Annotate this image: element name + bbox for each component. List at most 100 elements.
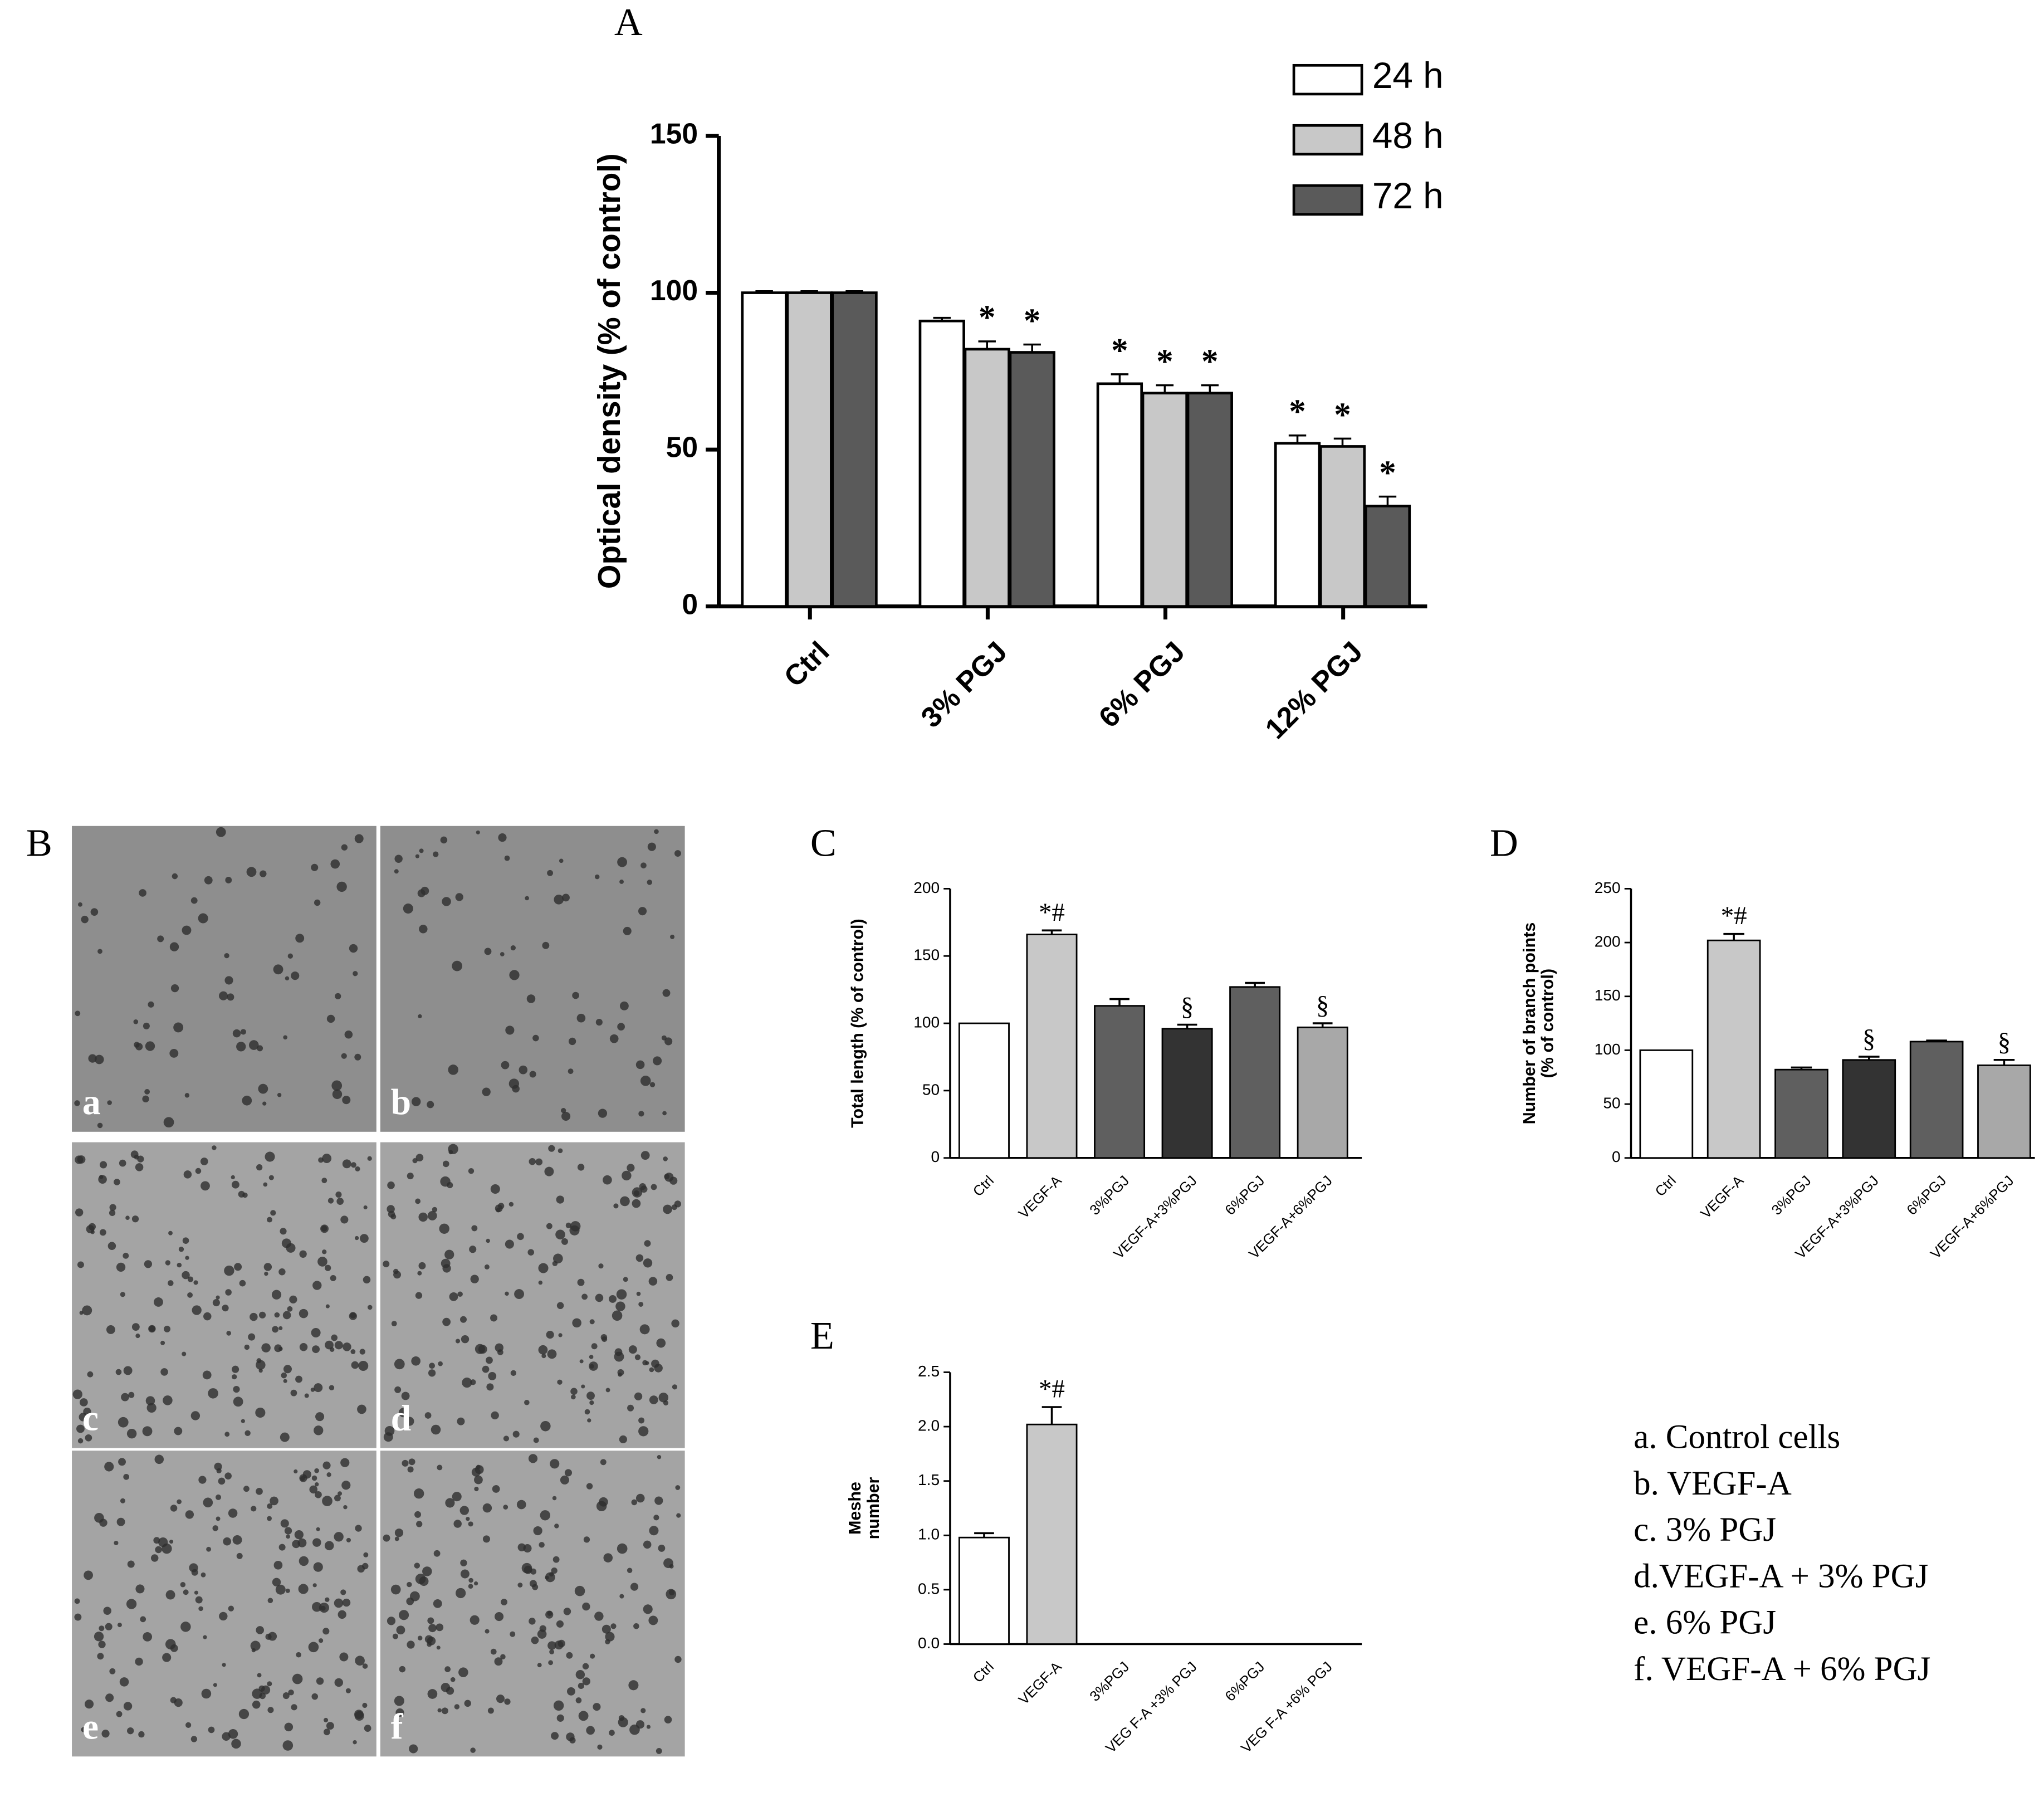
cell [99, 1625, 105, 1632]
cell [640, 1708, 646, 1713]
cell [342, 1598, 351, 1607]
cell [470, 1747, 476, 1753]
cell [414, 1511, 422, 1518]
cell [589, 1400, 594, 1405]
cell [325, 1340, 334, 1350]
cell [248, 1040, 259, 1050]
cell [314, 1468, 319, 1473]
significance-mark: * [1201, 343, 1219, 380]
cell [537, 1663, 542, 1668]
bar [1977, 1064, 2031, 1159]
cell [278, 1544, 286, 1551]
cell [327, 1198, 334, 1204]
cell [570, 1394, 576, 1400]
cell [77, 1261, 84, 1268]
cell [418, 1212, 428, 1222]
cell [338, 1491, 343, 1496]
cell [509, 970, 520, 980]
cell [540, 1420, 551, 1432]
cell [433, 851, 439, 857]
cell [134, 1042, 140, 1048]
cell [533, 1437, 539, 1443]
cell [267, 1681, 272, 1687]
cell [322, 1461, 331, 1469]
cell [482, 1087, 491, 1096]
cell [487, 1707, 494, 1714]
cell [591, 1343, 598, 1350]
cell [406, 1597, 414, 1605]
cell [485, 1629, 490, 1634]
cell [490, 1314, 498, 1322]
cell [341, 1053, 347, 1059]
cell [326, 1472, 331, 1477]
cell [246, 867, 257, 877]
cell [118, 1417, 129, 1428]
cell [508, 1202, 514, 1207]
cell [270, 1496, 278, 1506]
cell [109, 1668, 116, 1674]
cell [616, 1289, 627, 1300]
cell [398, 1408, 408, 1418]
cell [117, 1623, 122, 1628]
cell [510, 1370, 517, 1376]
cell [226, 1331, 231, 1336]
cell [529, 1158, 536, 1165]
y-axis-label: Meshe [845, 1482, 864, 1535]
cell [334, 1678, 343, 1687]
cell [182, 1237, 189, 1244]
cell [552, 1261, 558, 1267]
cell [342, 1096, 351, 1105]
cell [620, 1196, 630, 1207]
cell [586, 1726, 595, 1735]
significance-mark: * [1156, 343, 1173, 380]
cell [184, 1093, 190, 1098]
cell [669, 1564, 674, 1569]
cell [618, 1373, 622, 1377]
cell [468, 1584, 473, 1589]
cell [284, 1722, 294, 1732]
cell [600, 1334, 608, 1341]
cell [566, 1687, 575, 1696]
cell [557, 1379, 563, 1385]
cell [240, 1029, 246, 1035]
cell [148, 1001, 154, 1008]
cell [354, 834, 364, 843]
cell [671, 1319, 679, 1328]
cell [658, 1393, 669, 1403]
cell [153, 1537, 160, 1544]
cell [228, 1729, 238, 1739]
cell [285, 976, 290, 981]
cell [528, 1454, 538, 1463]
cell [238, 1708, 250, 1720]
cell [547, 1610, 552, 1616]
cell [556, 1302, 564, 1310]
cell [401, 1391, 410, 1400]
cell [355, 1656, 365, 1666]
cell [216, 1468, 222, 1474]
cell [399, 1666, 406, 1673]
cell [619, 1001, 629, 1010]
cell [243, 1486, 250, 1492]
cell [433, 1599, 442, 1608]
bar [964, 348, 1010, 608]
cell [405, 1417, 414, 1426]
cell [357, 1565, 365, 1573]
cell [233, 1386, 240, 1393]
cell [201, 1688, 212, 1699]
y-tick-label: 0.5 [918, 1580, 940, 1597]
cell [517, 1583, 523, 1588]
y-tick-label: 250 [1595, 879, 1621, 896]
cell [252, 1688, 262, 1699]
cell [350, 1349, 356, 1354]
cell [314, 1383, 323, 1393]
cell [581, 1384, 585, 1389]
cell [106, 1325, 115, 1334]
cell [116, 1517, 125, 1526]
cell [183, 1170, 192, 1179]
bar [1229, 986, 1281, 1159]
legend-swatch [1292, 184, 1363, 216]
cell [268, 1632, 277, 1641]
cell [415, 1198, 421, 1204]
bar [918, 319, 965, 608]
cell [273, 1560, 283, 1570]
